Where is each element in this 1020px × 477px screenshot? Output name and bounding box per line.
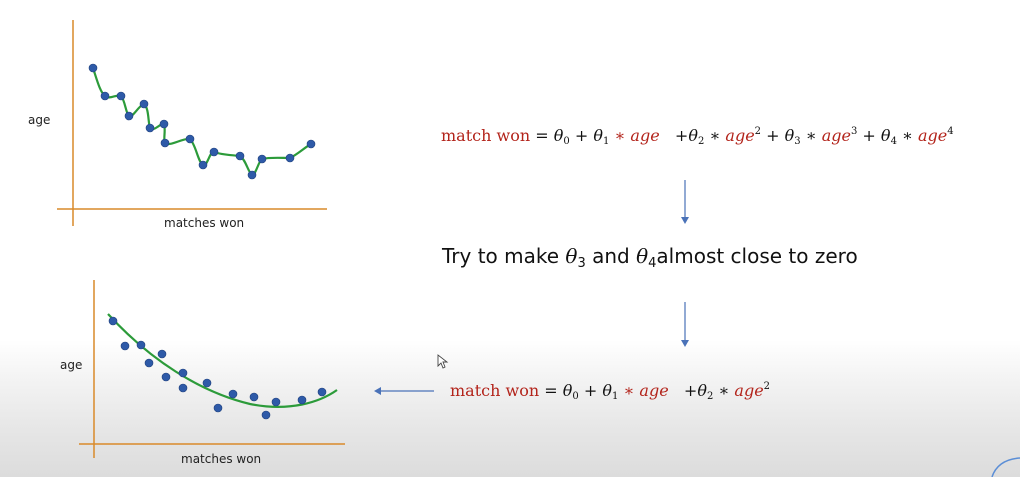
eq1-sup3: 3 [850, 126, 858, 137]
eq1-theta4: θ [880, 126, 891, 145]
data-point [306, 139, 316, 149]
note-and: and [585, 244, 637, 268]
eq2-mul: ∗ [718, 381, 730, 400]
eq1-theta2: θ [688, 126, 698, 145]
eq1-mul: ∗ [902, 126, 913, 145]
overfit-points [88, 63, 316, 180]
eq1-theta1: θ [593, 126, 603, 145]
data-point [116, 91, 126, 101]
eq1-mul: ∗ [614, 126, 626, 145]
regularization-note: Try to make θ3 and θ4almost close to zer… [442, 244, 858, 271]
eq1-plus: + [862, 126, 876, 145]
data-point [178, 383, 188, 393]
data-point [161, 372, 171, 382]
eq1-theta4-sub: 4 [890, 136, 897, 147]
eq1-age: age [725, 126, 755, 145]
eq1-theta1-sub: 1 [602, 136, 610, 147]
note-theta4: θ [636, 244, 649, 268]
eq2-plus: + [583, 381, 598, 400]
top-x-axis-label: matches won [164, 216, 245, 230]
note-theta3-sub: 3 [577, 256, 586, 271]
data-point [247, 170, 257, 180]
eq1-plus: + [574, 126, 589, 145]
data-point [136, 340, 146, 350]
data-point [88, 63, 98, 73]
data-point [178, 368, 188, 378]
bottom-x-axis-label: matches won [181, 452, 262, 466]
mouse-cursor-icon [437, 354, 449, 369]
quadratic-equation: match won = θ0 + θ1 ∗ age +θ2 ∗ age2 [450, 381, 770, 402]
data-point [285, 153, 295, 163]
data-point [124, 111, 134, 121]
eq1-sup2: 2 [754, 126, 762, 137]
bottom-y-axis-label: age [60, 358, 83, 372]
eq2-theta0-sub: 0 [572, 391, 579, 402]
eq1-mul: ∗ [805, 126, 817, 145]
data-point [108, 316, 118, 326]
down-arrow-icon [681, 302, 689, 347]
eq1-lhs: match won [441, 126, 531, 145]
data-point [249, 392, 259, 402]
data-point [261, 410, 271, 420]
data-point [157, 349, 167, 359]
eq2-sup2: 2 [763, 381, 771, 392]
data-point [198, 160, 208, 170]
down-arrow-icon [681, 180, 689, 224]
data-point [271, 397, 281, 407]
eq2-age: age [639, 381, 669, 400]
data-point [202, 378, 212, 388]
top-y-axis-label: age [28, 113, 51, 127]
eq2-theta2-sub: 2 [706, 391, 714, 402]
data-point [297, 395, 307, 405]
data-point [257, 154, 267, 164]
polynomial-equation: match won = θ0 + θ1 ∗ age +θ2 ∗ age2 + θ… [441, 126, 954, 147]
note-theta3: θ [565, 244, 578, 268]
regularized-chart [79, 280, 345, 458]
eq2-lhs: match won [450, 381, 540, 400]
overfit-chart [57, 20, 327, 226]
data-point [213, 403, 223, 413]
eq1-age: age [918, 126, 948, 145]
eq1-plus: + [766, 126, 780, 145]
eq2-plus: + [683, 381, 698, 400]
data-point [235, 151, 245, 161]
eq1-theta3-sub: 3 [794, 136, 801, 147]
eq1-age: age [821, 126, 851, 145]
eq1-mul: ∗ [709, 126, 721, 145]
eq2-mul: ∗ [623, 381, 635, 400]
eq1-age: age [630, 126, 660, 145]
data-point [100, 91, 110, 101]
eq2-theta0: θ [562, 381, 573, 400]
eq2-theta2: θ [697, 381, 707, 400]
eq2-theta1-sub: 1 [611, 391, 619, 402]
left-arrow-icon [374, 387, 434, 395]
data-point [159, 119, 169, 129]
eq2-equals: = [544, 381, 558, 400]
data-point [317, 387, 327, 397]
eq1-theta0-sub: 0 [563, 136, 570, 147]
note-prefix: Try to make [442, 244, 566, 268]
data-point [185, 134, 195, 144]
data-point [139, 99, 149, 109]
data-point [145, 123, 155, 133]
data-point [144, 358, 154, 368]
data-point [120, 341, 130, 351]
eq2-theta1: θ [602, 381, 612, 400]
eq1-equals: = [535, 126, 549, 145]
data-point [160, 138, 170, 148]
corner-decoration [991, 457, 1020, 477]
data-point [228, 389, 238, 399]
regularized-curve [107, 313, 338, 408]
note-suffix: almost close to zero [656, 244, 858, 268]
note-theta4-sub: 4 [648, 256, 657, 271]
overfit-curve [91, 67, 312, 177]
eq1-theta2-sub: 2 [697, 136, 705, 147]
eq1-theta0: θ [553, 126, 564, 145]
regularized-points [108, 316, 327, 420]
eq1-theta3: θ [784, 126, 795, 145]
eq2-age: age [734, 381, 764, 400]
data-point [209, 147, 219, 157]
eq1-plus: + [674, 126, 689, 145]
eq1-sup4: 4 [947, 126, 954, 137]
